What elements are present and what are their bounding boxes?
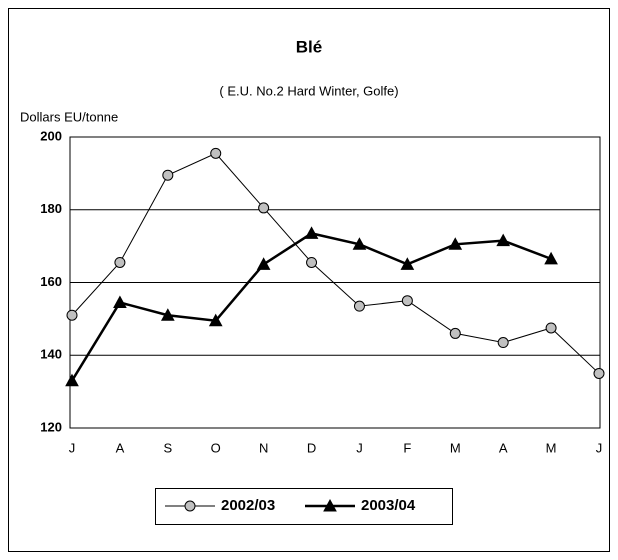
x-tick-label: D xyxy=(307,440,316,455)
x-tick-label: J xyxy=(69,440,76,455)
x-tick-label: M xyxy=(450,440,461,455)
chart-title: Blé xyxy=(296,37,322,56)
series-line xyxy=(71,152,600,374)
y-tick-label: 160 xyxy=(40,274,62,289)
marker xyxy=(448,237,463,250)
y-tick-label: 200 xyxy=(40,128,62,143)
marker xyxy=(401,295,413,307)
x-tick-label: M xyxy=(546,440,557,455)
marker xyxy=(258,202,270,214)
x-tick-label: J xyxy=(356,440,363,455)
x-tick-label: A xyxy=(499,440,508,455)
marker xyxy=(160,308,175,321)
x-tick-label: O xyxy=(211,440,221,455)
marker xyxy=(545,322,557,334)
y-tick-label: 140 xyxy=(40,347,62,362)
marker xyxy=(449,327,461,339)
marker xyxy=(352,237,367,250)
y-tick-label: 180 xyxy=(40,201,62,216)
legend-label: 2003/04 xyxy=(361,497,416,514)
marker xyxy=(400,257,415,270)
marker xyxy=(593,367,605,379)
marker xyxy=(113,295,127,309)
marker xyxy=(184,500,196,512)
chart-subtitle: ( E.U. No.2 Hard Winter, Golfe) xyxy=(219,83,398,98)
x-tick-label: A xyxy=(116,440,125,455)
x-tick-label: J xyxy=(596,440,603,455)
y-axis-label: Dollars EU/tonne xyxy=(20,109,118,124)
y-tick-label: 120 xyxy=(40,419,62,434)
legend-label: 2002/03 xyxy=(221,497,275,514)
marker xyxy=(162,169,174,181)
marker xyxy=(497,337,509,349)
marker xyxy=(496,233,511,247)
x-tick-label: S xyxy=(163,440,172,455)
marker xyxy=(304,226,319,239)
marker xyxy=(114,256,126,268)
marker xyxy=(256,257,271,270)
x-tick-label: N xyxy=(259,440,268,455)
marker xyxy=(544,251,558,265)
marker xyxy=(208,313,223,327)
marker xyxy=(65,373,79,387)
marker xyxy=(66,309,78,321)
marker xyxy=(210,147,222,159)
marker xyxy=(306,256,318,268)
marker xyxy=(353,300,365,312)
marker xyxy=(323,498,337,512)
x-tick-label: F xyxy=(403,440,411,455)
